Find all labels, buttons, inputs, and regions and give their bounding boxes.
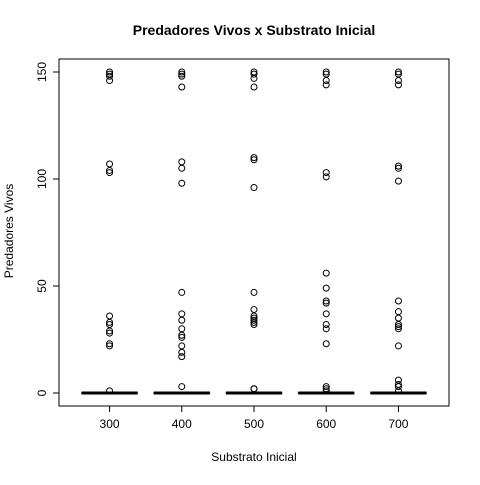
y-tick-label-0: 0: [35, 389, 49, 396]
x-tick-label-700: 700: [388, 417, 408, 431]
y-tick-label-3: 150: [35, 62, 49, 82]
y-axis-label: Predadores Vivos: [2, 184, 16, 279]
y-tick-label-1: 50: [35, 279, 49, 293]
x-tick-label-300: 300: [100, 417, 120, 431]
x-tick-label-500: 500: [244, 417, 264, 431]
x-axis-label: Substrato Inicial: [211, 450, 296, 464]
chart-title: Predadores Vivos x Substrato Inicial: [133, 22, 376, 38]
x-tick-label-600: 600: [316, 417, 336, 431]
x-tick-label-400: 400: [172, 417, 192, 431]
y-tick-label-2: 100: [35, 169, 49, 189]
